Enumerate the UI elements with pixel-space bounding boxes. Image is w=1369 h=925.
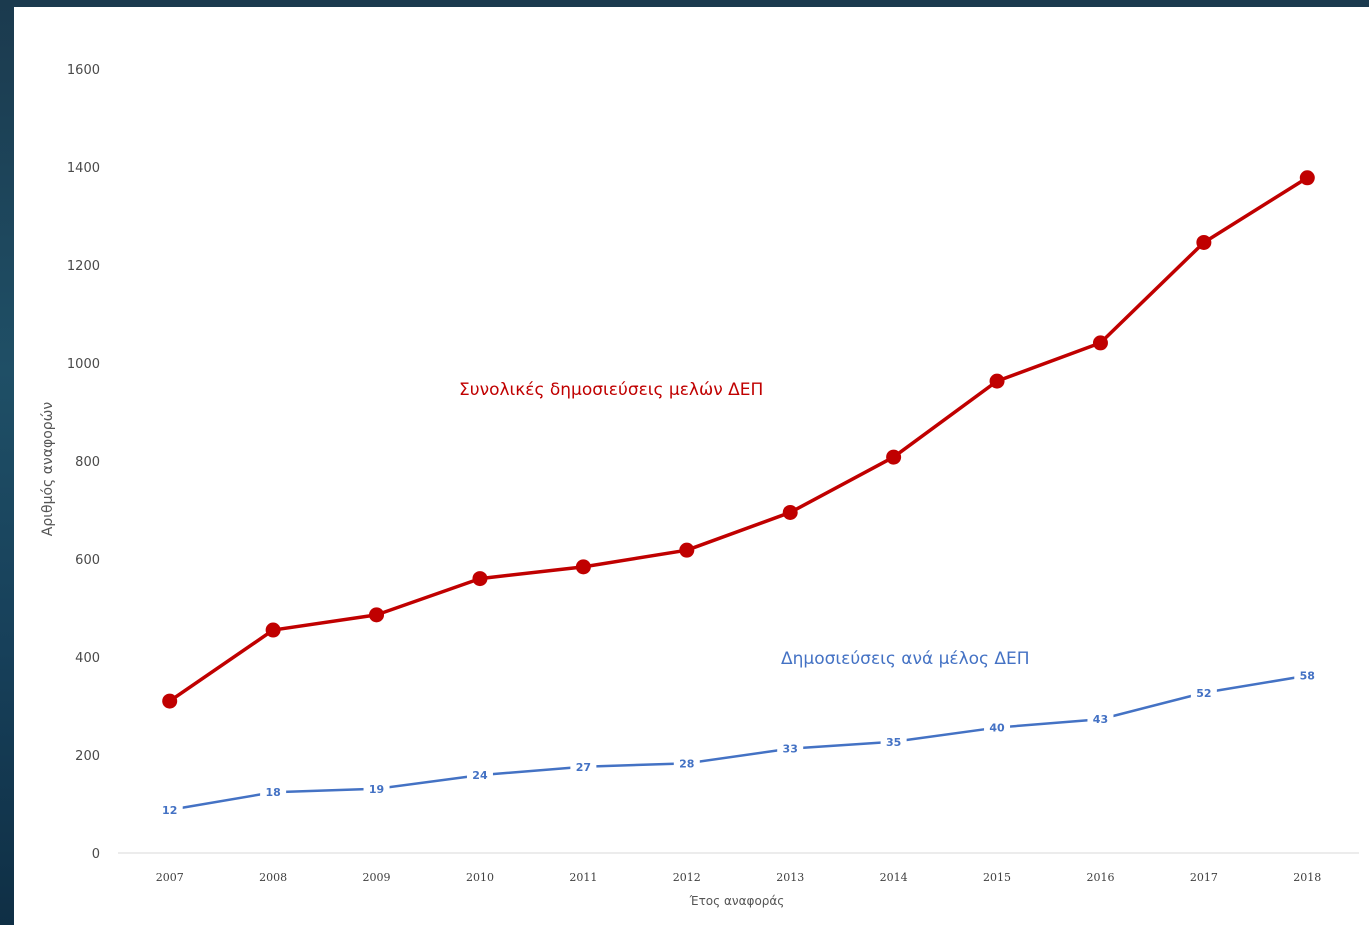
data-label-per-member: 33 (783, 743, 798, 756)
series-per-member-annotation: Δημοσιεύσεις ανά μέλος ΔΕΠ (781, 649, 1030, 669)
series-total-publications (162, 170, 1315, 708)
data-label-per-member: 58 (1300, 670, 1315, 683)
x-tick-label: 2014 (880, 871, 908, 884)
x-tick-label: 2007 (156, 871, 184, 884)
data-point-total (886, 450, 901, 465)
x-tick-label: 2008 (259, 871, 287, 884)
y-tick-label: 0 (92, 847, 100, 862)
data-point-total (576, 559, 591, 574)
data-label-per-member: 40 (989, 722, 1005, 735)
series-publications-per-member: 12 18 19 24 27 28 33 35 40 43 52 58 (157, 667, 1321, 818)
y-tick-label: 600 (75, 553, 100, 568)
x-tick-label: 2012 (673, 871, 701, 884)
data-label-per-member: 43 (1093, 713, 1108, 726)
data-label-per-member: 19 (369, 783, 384, 796)
y-tick-label: 800 (75, 455, 100, 470)
y-tick-label: 200 (75, 749, 100, 764)
x-tick-label: 2017 (1190, 871, 1218, 884)
data-point-total (783, 505, 798, 520)
series-line-per-member (170, 676, 1308, 810)
data-point-total (266, 623, 281, 638)
data-point-total (679, 543, 694, 558)
series-total-annotation: Συνολικές δημοσιεύσεις μελών ΔΕΠ (459, 380, 763, 400)
data-point-total (472, 571, 487, 586)
x-tick-label: 2013 (776, 871, 804, 884)
x-axis-title: Έτος αναφοράς (689, 894, 785, 908)
data-label-per-member: 24 (472, 769, 488, 782)
series-line-total (170, 178, 1308, 701)
chart-panel: 0 200 400 600 800 1000 1200 1400 1600 2007 2008 20… (14, 7, 1369, 925)
x-tick-labels: 2007 2008 2009 2010 2011 2012 2013 2014 2015 2016… (156, 871, 1322, 884)
data-point-total (990, 374, 1005, 389)
y-tick-label: 1600 (67, 63, 100, 78)
data-label-per-member: 12 (162, 804, 177, 817)
data-point-total (369, 607, 384, 622)
y-tick-label: 400 (75, 651, 100, 666)
x-tick-label: 2016 (1086, 871, 1114, 884)
data-point-total (1300, 170, 1315, 185)
data-label-per-member: 28 (679, 757, 694, 770)
y-axis-title: Αριθμός αναφορών (40, 402, 56, 537)
x-tick-label: 2018 (1293, 871, 1321, 884)
data-label-per-member: 52 (1196, 687, 1211, 700)
y-tick-label: 1000 (67, 357, 100, 372)
y-tick-label: 1400 (67, 161, 100, 176)
y-tick-label: 1200 (67, 259, 100, 274)
x-tick-label: 2011 (569, 871, 597, 884)
data-point-total (1093, 335, 1108, 350)
data-label-per-member: 18 (265, 786, 280, 799)
x-tick-label: 2009 (363, 871, 391, 884)
x-tick-label: 2015 (983, 871, 1011, 884)
data-point-total (1196, 235, 1211, 250)
data-label-per-member: 27 (576, 761, 591, 774)
data-point-total (162, 694, 177, 709)
data-label-per-member: 35 (886, 736, 901, 749)
x-tick-label: 2010 (466, 871, 494, 884)
y-tick-labels: 0 200 400 600 800 1000 1200 1400 1600 (67, 63, 100, 862)
